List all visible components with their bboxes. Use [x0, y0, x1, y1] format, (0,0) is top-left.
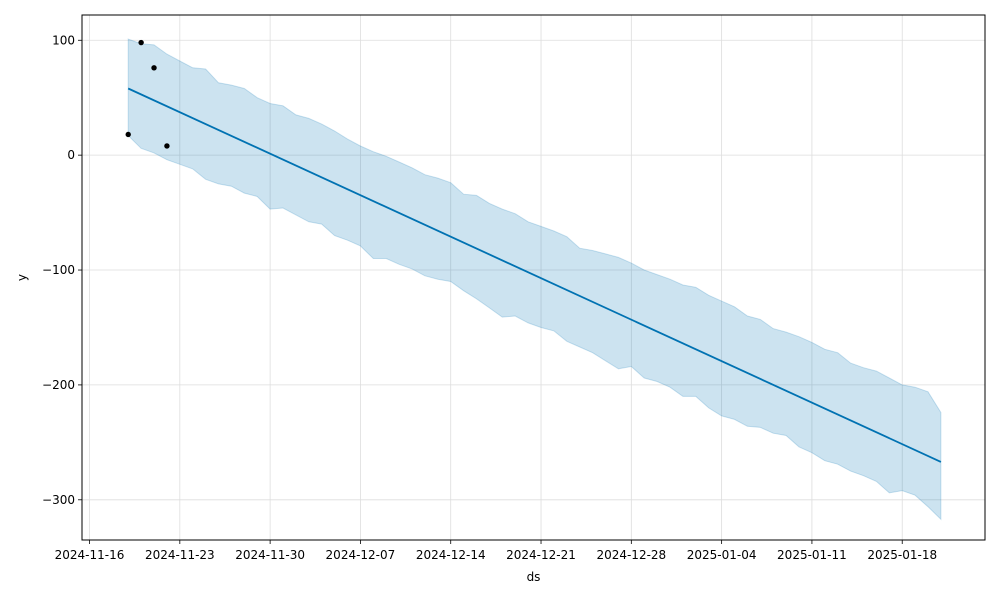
observation-points-layer [125, 39, 170, 149]
x-tick-label: 2024-11-30 [235, 548, 305, 562]
x-tick-label: 2024-12-14 [416, 548, 486, 562]
y-axis-label: y [15, 274, 29, 281]
x-tick-label: 2024-11-23 [145, 548, 215, 562]
y-tick-label: −200 [42, 378, 75, 392]
x-tick-label: 2024-12-07 [326, 548, 396, 562]
observation-point [125, 131, 131, 138]
observation-point [164, 143, 170, 149]
observation-point [138, 39, 144, 46]
uncertainty-band [127, 38, 942, 521]
x-axis-ticks: 2024-11-16 2024-11-23 2024-11-30 2024-12-07… [55, 540, 937, 562]
plot-frame [81, 14, 986, 541]
x-tick-label: 2025-01-04 [687, 548, 757, 562]
x-tick-label: 2024-12-28 [596, 548, 666, 562]
forecast-line [127, 87, 942, 463]
y-tick-label: −100 [42, 263, 75, 277]
x-tick-label: 2024-12-21 [506, 548, 576, 562]
observation-point [151, 65, 157, 71]
forecast-line-layer [127, 87, 942, 463]
uncertainty-band-layer [127, 38, 942, 521]
y-tick-label: −300 [42, 493, 75, 507]
x-tick-label: 2025-01-18 [867, 548, 937, 562]
x-tick-label: 2024-11-16 [55, 548, 125, 562]
x-axis-label: ds [527, 570, 541, 584]
x-tick-label: 2025-01-11 [777, 548, 847, 562]
y-tick-label: 0 [67, 148, 75, 162]
y-axis-ticks: 100 0 −100 −200 −300 [42, 33, 82, 507]
y-tick-label: 100 [52, 33, 75, 47]
